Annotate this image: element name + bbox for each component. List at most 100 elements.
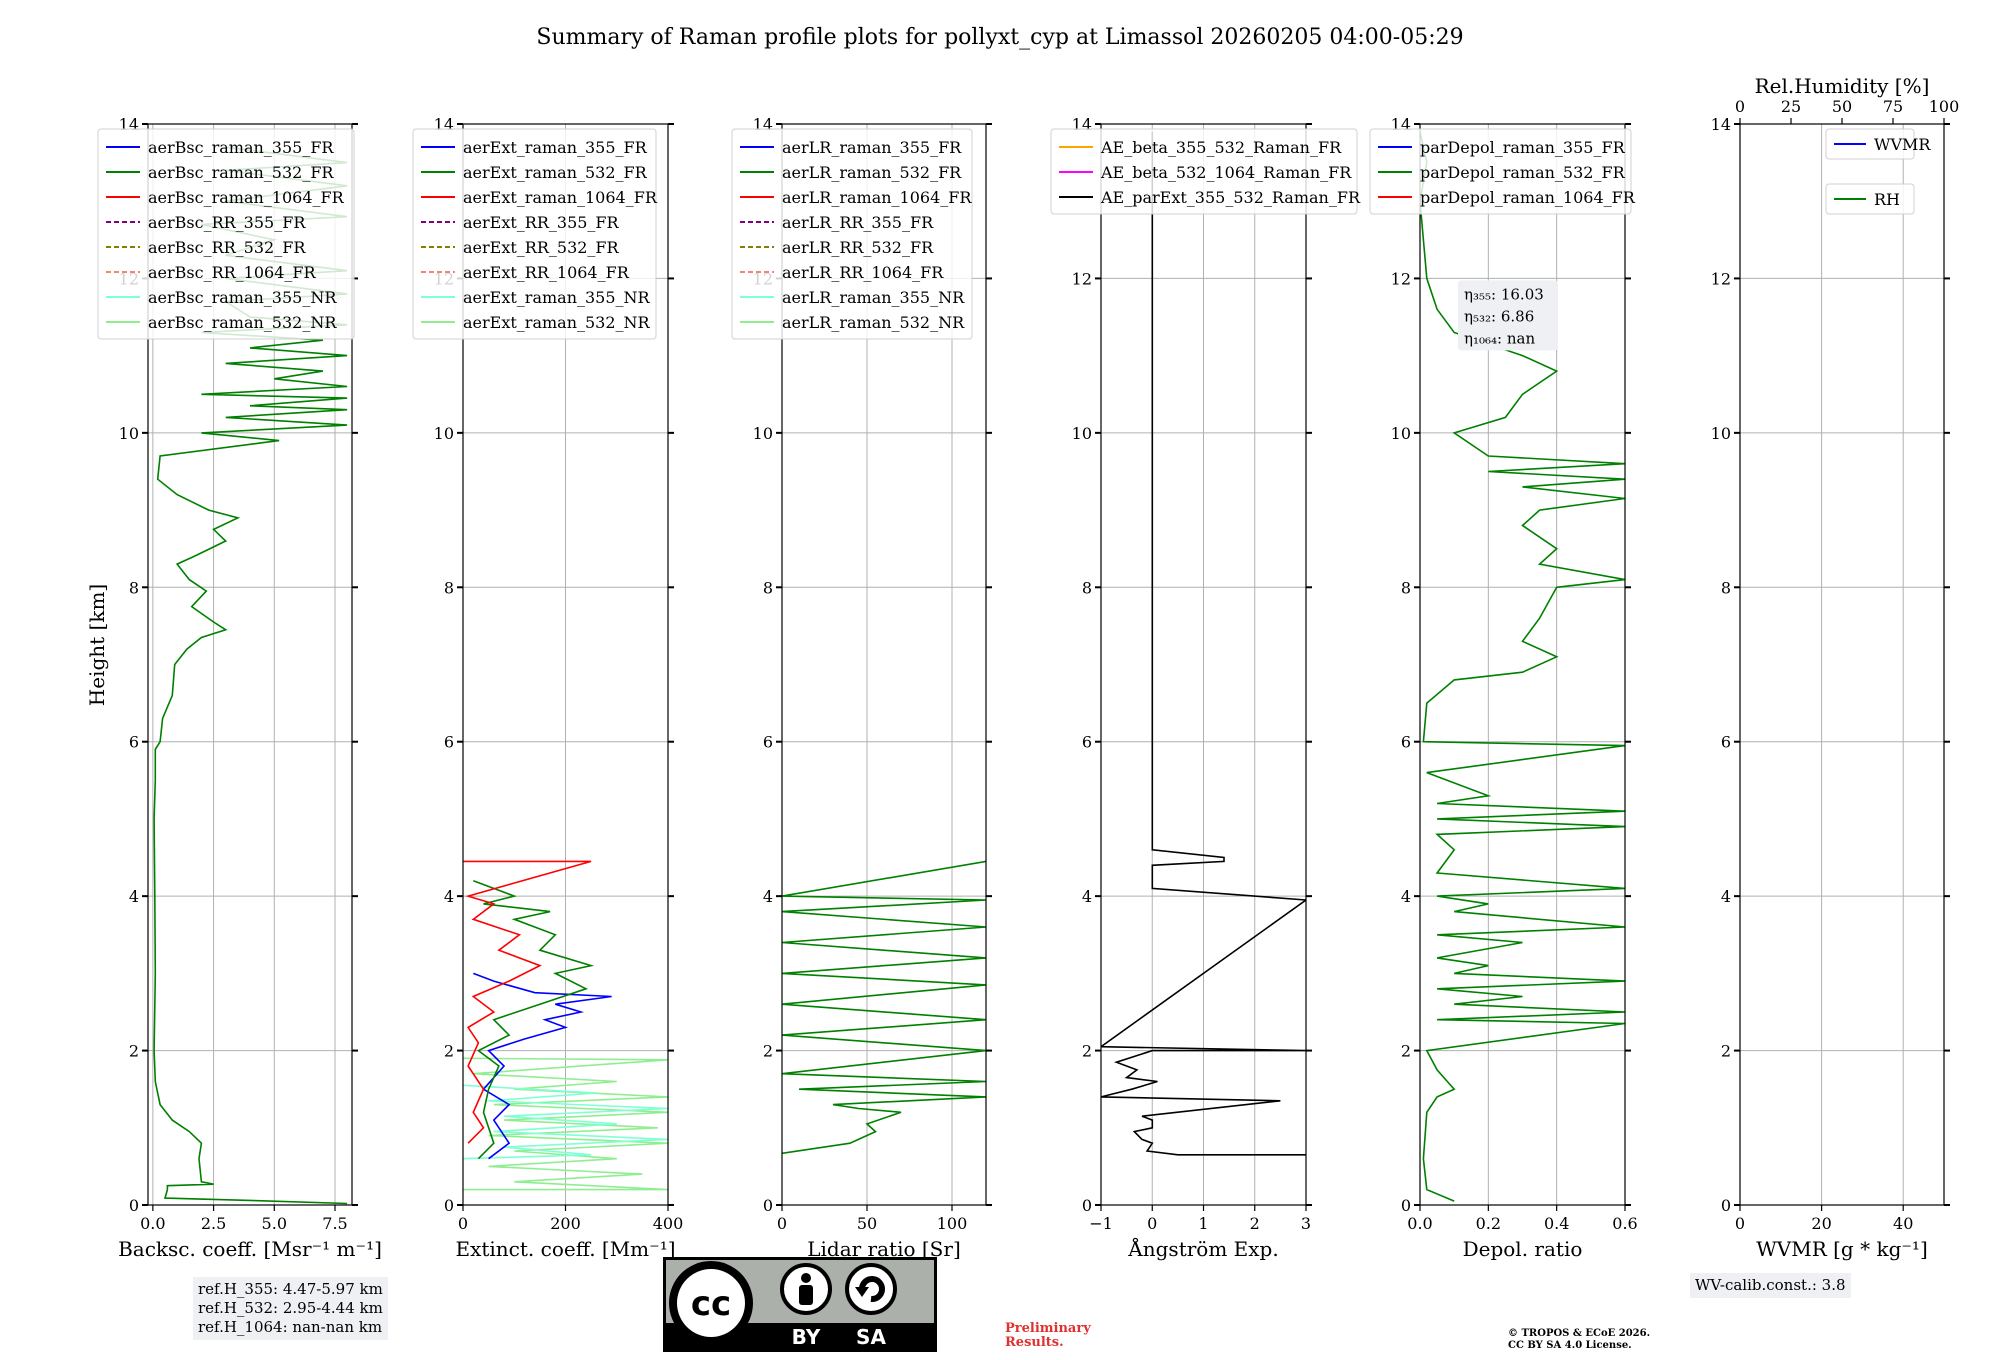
series-group [782, 860, 986, 1155]
by-body [799, 1285, 813, 1305]
x-tick-label: −1 [1089, 1214, 1113, 1233]
cc-icon [677, 1269, 745, 1337]
x-tick-label: 2 [1250, 1214, 1260, 1233]
y-tick-label: 10 [119, 424, 139, 443]
legend-label: aerExt_RR_1064_FR [463, 263, 630, 282]
y-tick-label: 6 [129, 733, 139, 752]
y-tick-label: 6 [1401, 733, 1411, 752]
legend-label: parDepol_raman_1064_FR [1420, 188, 1636, 207]
legend-box [1825, 183, 1915, 215]
preliminary-note: Preliminary Results. [1005, 1322, 1091, 1350]
refh-1064: ref.H_1064: nan-nan km [198, 1318, 383, 1336]
x-tick-label: 7.5 [322, 1214, 347, 1233]
x-axis-label: Depol. ratio [1463, 1237, 1583, 1261]
annotation-line: η₃₅₅: 16.03 [1464, 285, 1544, 303]
legend-label: aerLR_raman_1064_FR [782, 188, 972, 207]
by-text: BY [792, 1325, 821, 1349]
y-tick-label: 10 [1072, 424, 1092, 443]
legend-label: aerLR_RR_1064_FR [782, 263, 944, 282]
series-group [463, 860, 668, 1191]
y-tick-label: 12 [1072, 269, 1092, 288]
legend-label: aerExt_RR_532_FR [463, 238, 620, 257]
legend: WVMR RH [1825, 128, 1931, 215]
sa-icon [845, 1263, 897, 1315]
y-tick-label: 12 [1391, 269, 1411, 288]
y-tick-label: 4 [763, 887, 773, 906]
legend-label: aerBsc_raman_532_NR [148, 313, 337, 332]
x-tick-label: 0.0 [1407, 1214, 1432, 1233]
annotation-box [1458, 280, 1558, 351]
legend-label: RH [1874, 190, 1900, 209]
axes-frame [1419, 123, 1626, 1206]
y-tick-label: 8 [763, 578, 773, 597]
legend: parDepol_raman_355_FR parDepol_raman_532_… [1369, 128, 1636, 215]
x-tick-label: 0 [458, 1214, 468, 1233]
x-tick-label: 0.0 [140, 1214, 165, 1233]
top-x-tick-label: 100 [1929, 97, 1960, 116]
by-head [801, 1273, 811, 1283]
y-tick-label: 0 [763, 1196, 773, 1215]
legend-label: aerBsc_RR_1064_FR [148, 263, 317, 282]
legend-label: WVMR [1874, 135, 1931, 154]
legend-box [412, 128, 657, 340]
series-line-aerLR_raman_532_FR [782, 860, 986, 1155]
legend-label: aerLR_raman_532_FR [782, 163, 962, 182]
y-tick-label: 0 [1082, 1196, 1092, 1215]
cc-text: cc [691, 1284, 731, 1324]
legend-label: parDepol_raman_355_FR [1420, 138, 1626, 157]
y-tick-label: 2 [444, 1042, 454, 1061]
y-tick-label: 10 [753, 424, 773, 443]
legend-label: aerBsc_raman_355_NR [148, 288, 337, 307]
y-tick-label: 4 [1401, 887, 1411, 906]
legend-label: aerLR_RR_355_FR [782, 213, 934, 232]
copyright-line-2: CC BY SA 4.0 License. [1508, 1340, 1632, 1351]
top-x-tick-label: 50 [1832, 97, 1852, 116]
series-group [1101, 131, 1306, 1156]
legend-label: aerLR_RR_532_FR [782, 238, 934, 257]
height-axis-label: Height [km] [85, 584, 109, 706]
x-tick-label: 2.5 [201, 1214, 226, 1233]
y-tick-label: 8 [1401, 578, 1411, 597]
y-tick-label: 2 [1401, 1042, 1411, 1061]
series-line-aerExt_raman_355_FR [473, 972, 612, 1160]
y-tick-label: 8 [444, 578, 454, 597]
x-tick-label: 50 [857, 1214, 877, 1233]
wv-calib-text: WV-calib.const.: 3.8 [1695, 1276, 1846, 1294]
legend: aerExt_raman_355_FR aerExt_raman_532_FRae… [412, 128, 658, 340]
annotation-line: η₁₀₆₄: nan [1464, 329, 1535, 347]
x-axis-label: Backsc. coeff. [Msr⁻¹ m⁻¹] [118, 1237, 382, 1261]
legend-box [1825, 128, 1915, 160]
x-tick-label: 0.6 [1612, 1214, 1637, 1233]
legend-label: aerBsc_raman_532_FR [148, 163, 334, 182]
series-line-aerExt_raman_355_NR [463, 1084, 668, 1160]
legend-label: AE_beta_355_532_Raman_FR [1100, 138, 1342, 157]
series-line-AE_parExt_355_532_Raman_FR [1101, 131, 1306, 1156]
y-tick-label: 10 [434, 424, 454, 443]
y-tick-label: 2 [129, 1042, 139, 1061]
copyright-note: © TROPOS & ECoE 2026. CC BY SA 4.0 Licen… [1508, 1328, 1650, 1352]
y-tick-label: 0 [1721, 1196, 1731, 1215]
legend-label: aerLR_raman_355_FR [782, 138, 962, 157]
series-line-aerExt_raman_532_FR [473, 879, 595, 1160]
refh-532: ref.H_532: 2.95-4.44 km [198, 1299, 383, 1317]
x-tick-label: 1 [1198, 1214, 1208, 1233]
reference-height-box: ref.H_355: 4.47-5.97 km ref.H_532: 2.95-… [193, 1277, 388, 1340]
x-axis-label: Ångström Exp. [1127, 1236, 1278, 1261]
cc-license-badge: cc BY SA [663, 1257, 937, 1352]
panel-3: 02468101214050100Lidar ratio [Sr]aerLR_r… [731, 115, 992, 1261]
refh-355: ref.H_355: 4.47-5.97 km [198, 1280, 383, 1298]
top-x-tick-label: 75 [1883, 97, 1903, 116]
x-tick-label: 0 [1147, 1214, 1157, 1233]
copyright-line-1: © TROPOS & ECoE 2026. [1508, 1328, 1651, 1339]
preliminary-line-1: Preliminary [1005, 1321, 1091, 1336]
y-tick-label: 8 [1082, 578, 1092, 597]
x-tick-label: 0.2 [1476, 1214, 1501, 1233]
legend-label: aerExt_raman_355_NR [463, 288, 651, 307]
legend: aerBsc_raman_355_FR aerBsc_raman_532_FRae… [97, 128, 355, 340]
legend-box [1050, 128, 1358, 215]
y-tick-label: 0 [444, 1196, 454, 1215]
sa-arrowhead [855, 1287, 869, 1297]
